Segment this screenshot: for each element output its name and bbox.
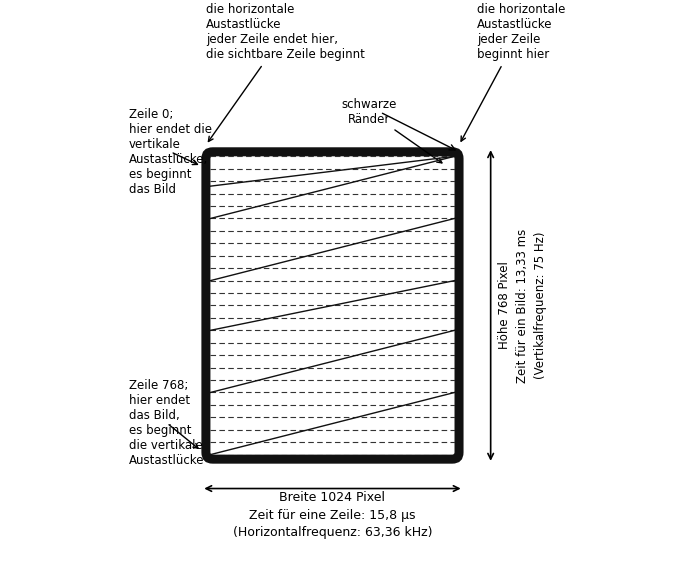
Text: schwarze
Ränder: schwarze Ränder <box>341 97 442 163</box>
Text: Zeit für eine Zeile: 15,8 μs: Zeit für eine Zeile: 15,8 μs <box>249 509 416 522</box>
Text: die Zeile endet,
die horizontale
Austastlücke
jeder Zeile
beginnt hier: die Zeile endet, die horizontale Austast… <box>461 0 570 141</box>
FancyBboxPatch shape <box>211 156 454 454</box>
Text: die horizontale
Austastlücke
jeder Zeile endet hier,
die sichtbare Zeile beginnt: die horizontale Austastlücke jeder Zeile… <box>206 4 365 141</box>
Text: (Horizontalfrequenz: 63,36 kHz): (Horizontalfrequenz: 63,36 kHz) <box>233 525 432 539</box>
Text: Zeile 768;
hier endet
das Bild,
es beginnt
die vertikale
Austastlücke: Zeile 768; hier endet das Bild, es begin… <box>129 379 205 467</box>
Text: Höhe 768 Pixel: Höhe 768 Pixel <box>498 262 511 349</box>
Text: Zeit für ein Bild: 13,33 ms: Zeit für ein Bild: 13,33 ms <box>516 228 529 383</box>
Text: Breite 1024 Pixel: Breite 1024 Pixel <box>280 491 386 504</box>
FancyBboxPatch shape <box>201 147 464 464</box>
Text: Zeile 0;
hier endet die
vertikale
Austastlücke,
es beginnt
das Bild: Zeile 0; hier endet die vertikale Austas… <box>129 108 212 196</box>
Text: (Vertikalfrequenz: 75 Hz): (Vertikalfrequenz: 75 Hz) <box>534 232 547 379</box>
Bar <box>211 156 454 454</box>
